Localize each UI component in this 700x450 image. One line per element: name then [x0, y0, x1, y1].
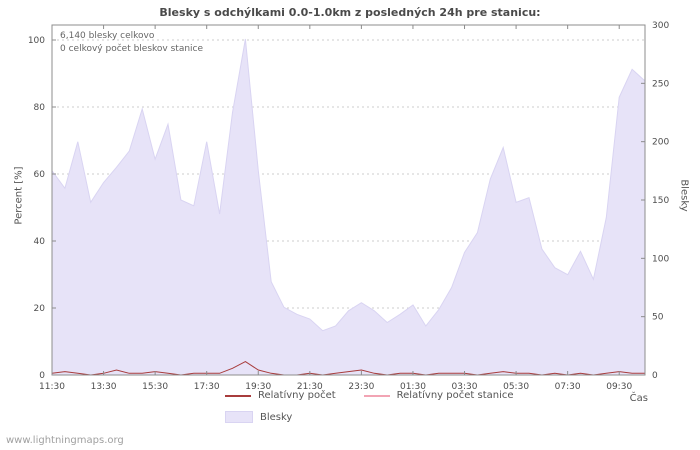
- x-axis-title: Čas: [629, 393, 648, 404]
- left-axis-tick-label: 60: [34, 170, 46, 180]
- left-axis-tick-label: 40: [34, 237, 46, 247]
- footer-link[interactable]: www.lightningmaps.org: [6, 435, 124, 446]
- x-axis-tick-label: 01:30: [400, 382, 426, 392]
- right-axis-tick-label: 300: [652, 21, 669, 31]
- right-axis-tick-label: 200: [652, 138, 669, 148]
- x-axis-tick-label: 23:30: [348, 382, 374, 392]
- x-axis-tick-label: 19:30: [245, 382, 271, 392]
- right-axis-tick-label: 0: [652, 371, 658, 381]
- x-axis-tick-label: 09:30: [606, 382, 632, 392]
- x-axis-tick-label: 15:30: [142, 382, 168, 392]
- relative-station-line-sample-icon: [363, 394, 390, 397]
- legend-label-blesky: Blesky: [260, 411, 293, 423]
- blesky-area-sample-icon: [225, 411, 253, 423]
- legend-label-relative: Relatívny počet: [258, 390, 336, 401]
- legend-item-relative: Relatívny počet: [225, 390, 336, 401]
- legend-label-relative-station: Relatívny počet stanice: [396, 390, 514, 401]
- legend-row-lines: Relatívny počet Relatívny počet stanice: [225, 390, 514, 401]
- legend-row-area: Blesky: [225, 411, 292, 423]
- x-axis-tick-label: 11:30: [39, 382, 65, 392]
- left-axis-tick-label: 0: [39, 371, 45, 381]
- x-axis-tick-label: 17:30: [194, 382, 220, 392]
- relative-line-sample-icon: [225, 394, 251, 397]
- total-lightning-annotation: 6,140 blesky celkovo: [60, 31, 155, 41]
- legend-item-blesky: Blesky: [225, 411, 292, 423]
- left-axis-title: Percent [%]: [13, 166, 25, 225]
- left-axis-tick-label: 80: [34, 103, 46, 113]
- left-axis-tick-label: 100: [28, 36, 45, 46]
- x-axis-tick-label: 21:30: [297, 382, 323, 392]
- right-axis-tick-label: 250: [652, 79, 669, 89]
- legend-item-relative-station: Relatívny počet stanice: [363, 390, 514, 401]
- station-total-annotation: 0 celkový počet bleskov stanice: [60, 44, 204, 54]
- x-axis-tick-label: 05:30: [503, 382, 529, 392]
- relative-line-series: [51, 361, 645, 376]
- right-axis-tick-label: 100: [652, 254, 669, 264]
- x-axis-tick-label: 13:30: [91, 382, 117, 392]
- chart-title: Blesky s odchýlkami 0.0-1.0km z posledný…: [159, 6, 541, 19]
- right-axis-tick-label: 50: [652, 313, 664, 323]
- right-axis-tick-label: 150: [652, 196, 669, 206]
- blesky-area-series: [51, 38, 646, 376]
- x-axis-tick-label: 07:30: [555, 382, 581, 392]
- left-axis-tick-label: 20: [34, 304, 46, 314]
- x-axis-tick-label: 03:30: [452, 382, 478, 392]
- right-axis-title: Blesky: [678, 179, 690, 212]
